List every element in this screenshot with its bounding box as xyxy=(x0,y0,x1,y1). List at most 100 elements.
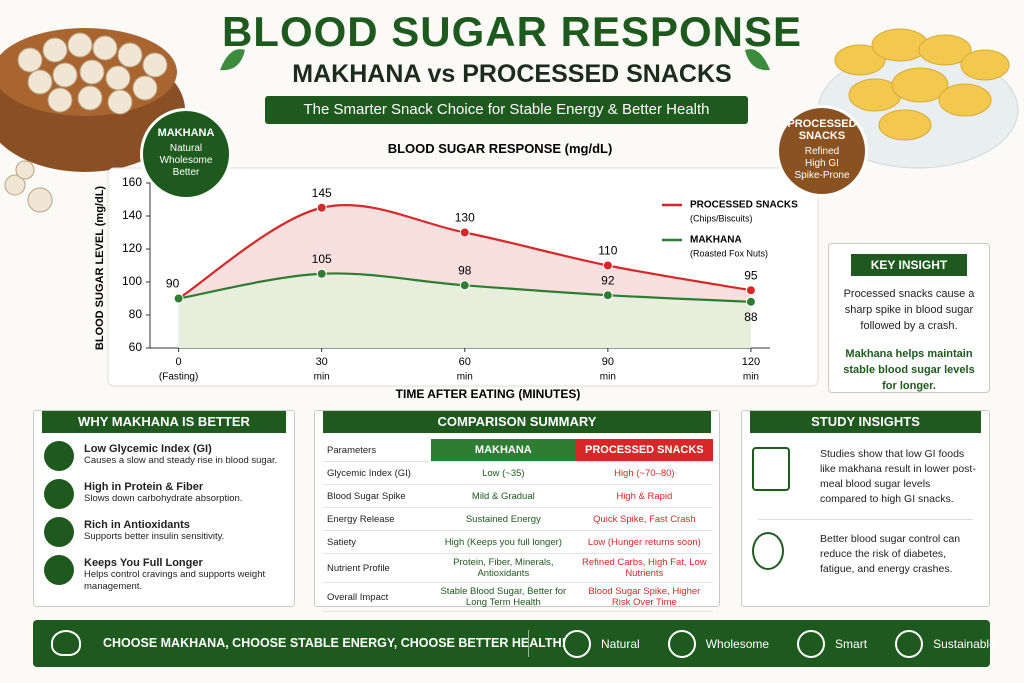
table-cell: Sustained Energy xyxy=(431,507,576,531)
study-item: Studies show that low GI foods like makh… xyxy=(752,447,979,507)
badge-title: PROCESSED xyxy=(787,118,857,130)
value-label: 130 xyxy=(455,211,475,225)
x-tick-label: 90 xyxy=(602,356,614,368)
processed-badge: PROCESSED SNACKS Refined High GI Spike-P… xyxy=(776,105,868,197)
table-cell: Overall Impact xyxy=(323,582,431,612)
value-label: 88 xyxy=(744,310,758,324)
chips xyxy=(834,28,1010,141)
point xyxy=(745,285,756,296)
item-title: Low Glycemic Index (GI) xyxy=(84,443,212,455)
bulb-icon xyxy=(752,532,784,570)
x-tick-label: 60 xyxy=(459,356,471,368)
item-title: Rich in Antioxidants xyxy=(84,519,190,531)
comparison-table: Parameters MAKHANA PROCESSED SNACKS Glycemi… xyxy=(323,439,713,612)
badge-line: Wholesome xyxy=(159,155,213,166)
table-cell: Satiety xyxy=(323,530,431,554)
area xyxy=(178,273,751,348)
value-label: 90 xyxy=(166,277,180,291)
why-item: Low Glycemic Index (GI) Causes a slow and… xyxy=(44,441,284,471)
heart-icon xyxy=(51,630,81,656)
badge-icon xyxy=(563,629,591,658)
panel-title: COMPARISON SUMMARY xyxy=(323,411,711,433)
header-cell: MAKHANA xyxy=(431,439,576,462)
legend-label: MAKHANA xyxy=(690,235,742,246)
x-tick-label: 0 xyxy=(176,356,182,368)
subtitle: MAKHANA vs PROCESSED SNACKS xyxy=(292,60,732,88)
table-header: Parameters MAKHANA PROCESSED SNACKS xyxy=(323,439,713,462)
why-item: Keeps You Full Longer Helps control cravi… xyxy=(44,555,284,593)
badge-icon xyxy=(797,629,826,658)
table-cell: Blood Sugar Spike, Higher Risk Over Time xyxy=(575,582,713,612)
table-cell: Protein, Fiber, Minerals, Antioxidants xyxy=(431,553,576,583)
x-axis-label: TIME AFTER EATING (MINUTES) xyxy=(396,387,581,401)
item-icon xyxy=(44,479,74,509)
table-row: Energy Release Sustained Energy Quick Spik… xyxy=(323,507,713,531)
panel-title: STUDY INSIGHTS xyxy=(750,411,981,433)
item-desc: Slows down carbohydrate absorption. xyxy=(84,493,243,504)
x-tick-sublabel: min xyxy=(600,372,616,383)
y-tick-label: 100 xyxy=(122,274,142,288)
header-cell: PROCESSED SNACKS xyxy=(575,439,713,462)
footer-badge: Smart xyxy=(835,636,868,651)
point xyxy=(316,202,327,213)
key-insight-text: Processed snacks cause a sharp spike in … xyxy=(843,288,975,332)
table-cell: High & Rapid xyxy=(575,484,713,508)
key-insight: KEY INSIGHT Processed snacks cause a sha… xyxy=(828,243,990,393)
panel-title: WHY MAKHANA IS BETTER xyxy=(42,411,286,433)
chart-title: BLOOD SUGAR RESPONSE (mg/dL) xyxy=(388,141,613,156)
badge-line: Natural xyxy=(169,143,203,154)
badge-title: MAKHANA xyxy=(157,127,215,139)
item-text: Keeps You Full Longer Helps control cravi… xyxy=(84,555,284,593)
badge-icon xyxy=(667,629,696,658)
table-cell: Low (~35) xyxy=(431,461,576,485)
leaf-icon xyxy=(220,49,770,71)
item-title: High in Protein & Fiber xyxy=(84,481,204,493)
table-cell: High (~70–80) xyxy=(575,461,713,485)
table-cell: Quick Spike, Fast Crash xyxy=(575,507,713,531)
why-panel: WHY MAKHANA IS BETTER Low Glycemic Index… xyxy=(33,410,295,607)
table-cell: Blood Sugar Spike xyxy=(323,484,431,508)
study-text: Better blood sugar control can reduce th… xyxy=(820,533,961,575)
table-row: Satiety High (Keeps you full longer) Low (… xyxy=(323,530,713,554)
table-cell: Mild & Gradual xyxy=(431,484,576,508)
point xyxy=(316,268,327,279)
footer: CHOOSE MAKHANA, CHOOSE STABLE ENERGY, CH… xyxy=(33,620,996,667)
badge-line: High GI xyxy=(805,158,839,169)
table-row: Nutrient Profile Protein, Fiber, Minerals… xyxy=(323,553,713,583)
x-tick-label: 120 xyxy=(742,356,760,368)
table-cell: Low (Hunger returns soon) xyxy=(575,530,713,554)
y-tick-label: 120 xyxy=(122,241,142,255)
why-list: Low Glycemic Index (GI) Causes a slow and… xyxy=(34,441,294,593)
footer-badges: Natural Wholesome Smart Sustainable xyxy=(563,620,996,667)
value-label: 95 xyxy=(744,268,758,282)
value-label: 145 xyxy=(312,186,332,200)
badge-line: Spike-Prone xyxy=(794,170,850,181)
point xyxy=(173,293,184,304)
table-cell: Nutrient Profile xyxy=(323,553,431,583)
value-label: 98 xyxy=(458,263,472,277)
point xyxy=(602,260,613,271)
y-tick-label: 60 xyxy=(129,340,143,354)
x-tick-sublabel: min xyxy=(743,372,759,383)
item-desc: Supports better insulin sensitivity. xyxy=(84,531,225,542)
badge-line: Better xyxy=(172,167,200,178)
item-desc: Helps control cravings and supports weig… xyxy=(84,569,266,592)
x-tick-label: 30 xyxy=(316,356,328,368)
point xyxy=(459,280,470,291)
point xyxy=(745,296,756,307)
header-cell: Parameters xyxy=(323,439,431,462)
y-tick-label: 160 xyxy=(122,175,142,189)
item-title: Keeps You Full Longer xyxy=(84,557,203,569)
x-tick-sublabel: min xyxy=(457,372,473,383)
y-tick-label: 80 xyxy=(129,307,143,321)
item-icon xyxy=(44,555,74,585)
item-icon xyxy=(44,441,74,471)
divider xyxy=(758,519,973,520)
footer-badge: Sustainable xyxy=(933,636,996,651)
comparison-panel: COMPARISON SUMMARY Parameters MAKHANA PROC… xyxy=(314,410,720,612)
item-text: Rich in Antioxidants Supports better insu… xyxy=(84,517,224,543)
point xyxy=(459,227,470,238)
value-label: 92 xyxy=(601,273,615,287)
